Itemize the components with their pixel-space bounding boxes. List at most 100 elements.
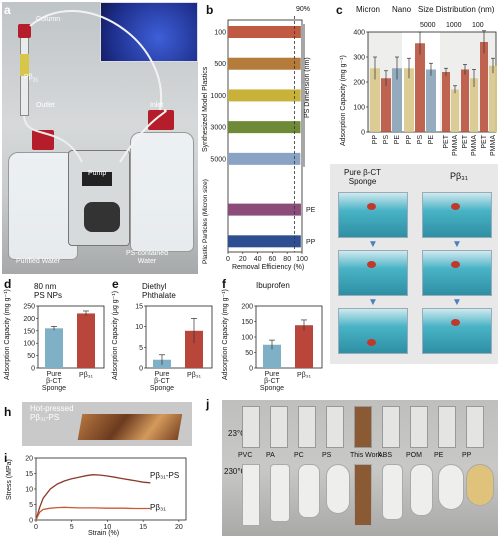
bar bbox=[461, 69, 469, 132]
h-caption: Hot-pressed Pβ₃₁-PS bbox=[30, 404, 74, 422]
inset-photo bbox=[100, 2, 198, 62]
sample-label: This Work bbox=[350, 452, 382, 459]
tick-label: 5 bbox=[29, 502, 33, 509]
strip-23c bbox=[438, 406, 456, 448]
tick-label: β-CT bbox=[46, 378, 62, 385]
sponge-sample bbox=[367, 339, 376, 346]
series-line bbox=[35, 506, 151, 521]
tick-label: Sponge bbox=[42, 385, 66, 392]
panel-label-j: j bbox=[206, 397, 210, 411]
tick-label: 5000 bbox=[210, 156, 226, 163]
sample-label: ABS bbox=[378, 452, 393, 459]
sample-label: PA bbox=[266, 452, 275, 459]
tick-label: PP bbox=[306, 239, 316, 246]
strip-23c bbox=[382, 406, 400, 448]
tick-label: 20 bbox=[25, 456, 33, 463]
panel-label-e: e bbox=[112, 277, 119, 291]
tick-label: 5 bbox=[139, 345, 143, 352]
arrow-down-icon: ▼ bbox=[452, 297, 462, 308]
bar bbox=[381, 78, 391, 132]
i-xlabel: Strain (%) bbox=[88, 530, 120, 537]
bar bbox=[228, 235, 301, 248]
tick-label: 500 bbox=[214, 61, 226, 68]
bar bbox=[415, 43, 425, 132]
strip-230c bbox=[382, 464, 403, 520]
g-col-left: Pure β-CT Sponge bbox=[344, 168, 382, 186]
j-temp-23: 23°C bbox=[228, 429, 246, 438]
tick-label: 20 bbox=[239, 256, 247, 263]
tick-label: 200 bbox=[23, 316, 35, 323]
water-tank-photo bbox=[338, 192, 408, 238]
j-temp-230: 230°C bbox=[224, 467, 247, 476]
e-ylabel: Adsorption Capacity (μg g⁻¹) bbox=[112, 290, 119, 380]
tick-label: Pβ₃₁ bbox=[79, 372, 94, 379]
tick-label: 0 bbox=[249, 366, 253, 373]
bar bbox=[295, 325, 313, 368]
arrow-down-icon: ▼ bbox=[368, 297, 378, 308]
tick-label: 15 bbox=[25, 471, 33, 478]
strip-23c bbox=[298, 406, 316, 448]
tick-label: PET bbox=[462, 134, 469, 148]
bar bbox=[228, 26, 301, 38]
panel-label-f: f bbox=[222, 277, 226, 291]
plot-frame bbox=[227, 19, 303, 253]
arrow-down-icon: ▼ bbox=[452, 239, 462, 250]
chart-i: 0 5 10 15 20 0 5 10 15 20 bbox=[25, 456, 187, 531]
c-size-5000: 5000 bbox=[420, 22, 436, 29]
bar bbox=[426, 69, 436, 132]
plot-frame bbox=[145, 305, 213, 369]
b-threshold-label: 90% bbox=[296, 6, 311, 13]
bar bbox=[480, 42, 488, 132]
bar bbox=[470, 78, 478, 132]
strip-230c bbox=[354, 464, 372, 526]
f-title: Ibuprofen bbox=[256, 281, 290, 290]
tick-label: PP bbox=[372, 135, 379, 145]
sample-label: PS bbox=[322, 452, 332, 459]
water-tank-photo bbox=[422, 250, 492, 296]
tick-label: 10 bbox=[104, 524, 112, 531]
e-title: Diethyl Phthalate bbox=[142, 282, 176, 300]
tick-label: PET bbox=[443, 134, 450, 148]
c-size-1000: 1000 bbox=[446, 22, 462, 29]
tick-label: 150 bbox=[241, 319, 253, 326]
tick-label: 100 bbox=[296, 256, 308, 263]
tick-label: 5 bbox=[70, 524, 74, 531]
sample-label: POM bbox=[406, 452, 422, 459]
tick-label: 0 bbox=[31, 366, 35, 373]
tick-label: 250 bbox=[23, 304, 35, 311]
strip-23c bbox=[466, 406, 484, 448]
tick-label: 400 bbox=[353, 30, 365, 37]
tick-label: PS bbox=[383, 135, 390, 145]
tick-label: 10 bbox=[135, 324, 143, 331]
tick-label: 100 bbox=[353, 105, 365, 112]
strip-230c bbox=[326, 464, 350, 514]
bar bbox=[228, 121, 301, 134]
panel-label-d: d bbox=[4, 277, 12, 291]
tick-label: PMMA bbox=[490, 135, 497, 156]
water-tank-photo bbox=[338, 250, 408, 296]
tick-label: 1000 bbox=[210, 93, 226, 100]
tick-label: 40 bbox=[254, 256, 262, 263]
tick-label: Pure bbox=[47, 371, 62, 378]
bar bbox=[451, 89, 459, 132]
series-line bbox=[35, 474, 151, 521]
d-title: 80 nm PS NPs bbox=[34, 282, 63, 300]
tick-label: 100 bbox=[23, 341, 35, 348]
tick-label: PE bbox=[428, 135, 435, 145]
tick-label: 60 bbox=[269, 256, 277, 263]
tick-label: 100 bbox=[214, 30, 226, 37]
tick-label: 0 bbox=[361, 130, 365, 137]
sample-label: PP bbox=[462, 452, 472, 459]
f-ylabel: Adsorption Capacity (mg g⁻¹) bbox=[222, 289, 229, 380]
tick-label: 0 bbox=[29, 518, 33, 525]
tick-label: 200 bbox=[241, 304, 253, 311]
c-size-100: 100 bbox=[472, 22, 484, 29]
tick-label: PMMA bbox=[452, 135, 459, 156]
purified-water-bottle bbox=[8, 152, 78, 260]
strip-230c bbox=[438, 464, 464, 510]
i-series-label-0: Pβ₃₁-PS bbox=[150, 471, 180, 480]
sample-label: PVC bbox=[238, 452, 253, 459]
